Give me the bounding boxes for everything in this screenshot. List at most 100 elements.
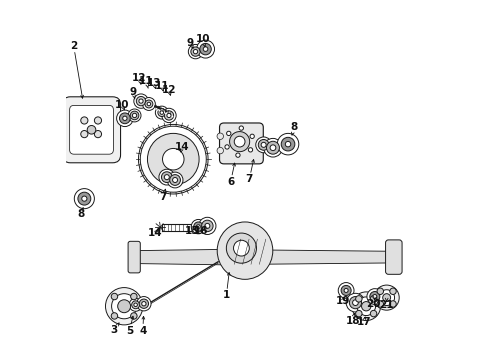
Circle shape [142, 302, 146, 306]
Circle shape [261, 142, 266, 147]
Circle shape [281, 137, 295, 151]
Circle shape [131, 313, 137, 319]
Circle shape [205, 224, 210, 228]
Circle shape [199, 217, 216, 234]
Text: 10: 10 [196, 35, 210, 44]
FancyBboxPatch shape [62, 97, 121, 163]
Circle shape [370, 292, 380, 302]
Circle shape [344, 288, 348, 292]
Circle shape [147, 134, 199, 185]
Text: 20: 20 [366, 299, 381, 309]
Circle shape [147, 102, 150, 106]
Circle shape [112, 294, 137, 319]
Circle shape [256, 137, 271, 153]
Circle shape [379, 290, 394, 306]
Circle shape [196, 40, 215, 58]
Circle shape [230, 132, 250, 152]
Circle shape [370, 310, 377, 317]
Circle shape [74, 189, 95, 209]
Circle shape [164, 175, 170, 180]
Circle shape [390, 288, 396, 294]
Text: 6: 6 [227, 177, 234, 187]
Circle shape [95, 117, 101, 124]
Circle shape [377, 301, 384, 307]
Circle shape [248, 148, 253, 152]
Circle shape [170, 175, 180, 185]
Circle shape [120, 113, 130, 124]
Text: 21: 21 [379, 300, 394, 310]
Circle shape [188, 44, 203, 59]
Text: 14: 14 [147, 228, 162, 238]
Circle shape [131, 293, 137, 300]
Circle shape [383, 294, 391, 302]
Polygon shape [265, 250, 394, 264]
Circle shape [162, 108, 176, 123]
Circle shape [140, 126, 206, 192]
Circle shape [129, 298, 142, 311]
Circle shape [158, 109, 166, 117]
Circle shape [370, 296, 377, 302]
Circle shape [105, 288, 143, 325]
Circle shape [82, 196, 87, 201]
FancyBboxPatch shape [220, 123, 263, 164]
Circle shape [390, 301, 396, 307]
Circle shape [159, 169, 175, 185]
Circle shape [155, 106, 168, 119]
Circle shape [239, 126, 244, 130]
Circle shape [357, 297, 375, 316]
Circle shape [167, 172, 183, 188]
Circle shape [139, 99, 143, 103]
Text: 19: 19 [335, 296, 350, 306]
Circle shape [353, 300, 358, 306]
FancyBboxPatch shape [128, 241, 140, 273]
Circle shape [136, 96, 146, 106]
Circle shape [167, 113, 171, 118]
Circle shape [226, 233, 256, 263]
Text: 8: 8 [291, 122, 298, 132]
Text: 18: 18 [345, 316, 360, 325]
Text: 9: 9 [187, 38, 194, 48]
Text: 7: 7 [160, 192, 167, 202]
Circle shape [338, 283, 354, 298]
Circle shape [128, 109, 141, 122]
Circle shape [78, 192, 91, 205]
Circle shape [191, 220, 205, 234]
Circle shape [132, 113, 137, 118]
Circle shape [367, 289, 383, 305]
Text: 2: 2 [70, 41, 77, 50]
Circle shape [132, 301, 140, 309]
Text: 12: 12 [132, 73, 147, 83]
Circle shape [163, 148, 184, 170]
Circle shape [200, 43, 211, 55]
Text: 9: 9 [129, 87, 137, 97]
Circle shape [111, 313, 118, 319]
Circle shape [137, 297, 151, 311]
Text: 3: 3 [110, 325, 118, 335]
Circle shape [160, 111, 164, 114]
Circle shape [201, 220, 213, 231]
Circle shape [118, 300, 131, 313]
Circle shape [264, 138, 282, 157]
Polygon shape [136, 249, 225, 265]
Circle shape [377, 288, 384, 294]
Circle shape [172, 177, 177, 183]
Circle shape [374, 285, 399, 310]
Circle shape [270, 145, 276, 150]
Circle shape [194, 222, 203, 231]
Text: 14: 14 [175, 142, 190, 152]
Circle shape [81, 131, 88, 138]
Circle shape [161, 172, 172, 183]
Circle shape [352, 292, 381, 320]
Text: 11: 11 [139, 76, 154, 86]
Circle shape [196, 225, 200, 229]
Circle shape [164, 111, 173, 120]
Circle shape [143, 98, 155, 111]
Circle shape [130, 111, 139, 120]
Circle shape [362, 302, 371, 311]
Circle shape [111, 293, 118, 300]
Circle shape [285, 141, 291, 147]
Circle shape [267, 141, 279, 154]
Circle shape [145, 100, 153, 108]
Circle shape [194, 49, 197, 54]
Text: 12: 12 [162, 85, 176, 95]
